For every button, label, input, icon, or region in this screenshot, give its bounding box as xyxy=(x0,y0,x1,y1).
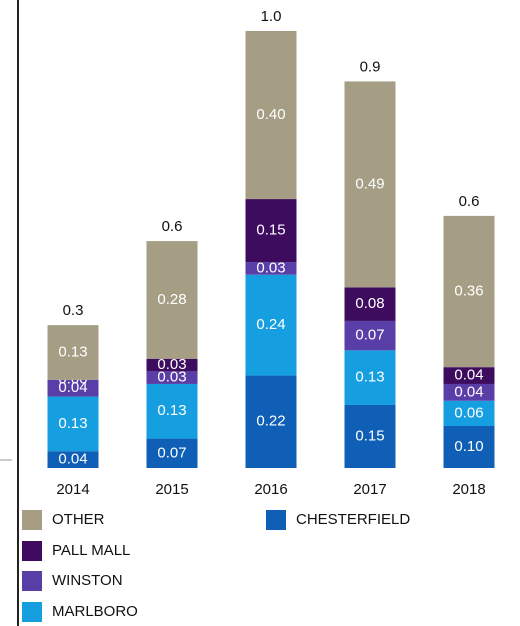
bar-segment xyxy=(344,81,396,288)
value-label: 0.28 xyxy=(157,291,186,308)
value-label: 0.07 xyxy=(157,444,186,461)
value-label: 0.13 xyxy=(355,369,384,386)
bar-segment xyxy=(245,199,297,263)
legend-label: PALL MALL xyxy=(52,542,130,559)
x-tick-label: 2018 xyxy=(452,481,485,498)
value-label: 0.03 xyxy=(157,356,186,373)
value-label: 0.04 xyxy=(58,451,87,468)
total-label: 0.6 xyxy=(459,193,480,210)
bar-segment xyxy=(47,451,99,468)
value-label: 0.13 xyxy=(58,415,87,432)
bar-segment xyxy=(344,287,396,321)
bar-segment xyxy=(245,375,297,468)
value-label: 0.04 xyxy=(454,383,483,400)
x-tick-label: 2017 xyxy=(353,481,386,498)
legend-swatch xyxy=(22,602,42,622)
bar-segment xyxy=(47,379,99,397)
bar-segment xyxy=(47,396,99,452)
value-label: 0.06 xyxy=(454,404,483,421)
x-tick-label: 2015 xyxy=(155,481,188,498)
legend-swatch xyxy=(22,510,42,530)
total-label: 0.6 xyxy=(162,218,183,235)
bar-segment xyxy=(245,262,297,275)
legend-swatch xyxy=(22,571,42,591)
value-label: 0.36 xyxy=(454,282,483,299)
x-tick-label: 2014 xyxy=(56,481,89,498)
total-label: 0.3 xyxy=(63,302,84,319)
x-tick-label: 2016 xyxy=(254,481,287,498)
bar-segment xyxy=(344,404,396,468)
bar-segment xyxy=(47,325,99,380)
legend-label: MARLBORO xyxy=(52,603,138,620)
value-label: 0.04 xyxy=(454,367,483,384)
value-label: 0.07 xyxy=(355,327,384,344)
bar-segment xyxy=(245,31,297,200)
value-label: 0.15 xyxy=(355,427,384,444)
bar-segment xyxy=(146,371,198,384)
value-label: 0.22 xyxy=(256,413,285,430)
value-label: 0.49 xyxy=(355,175,384,192)
value-label: 0.03 xyxy=(157,369,186,386)
value-label: 0.04 xyxy=(58,379,87,396)
bar-segment xyxy=(344,350,396,405)
total-label: 1.0 xyxy=(261,8,282,25)
bar-segment xyxy=(146,241,198,359)
bar-segment xyxy=(146,438,198,468)
bar-segment xyxy=(443,400,495,426)
total-label: 0.9 xyxy=(360,58,381,75)
value-label: 0.15 xyxy=(256,222,285,239)
legend-swatch xyxy=(22,541,42,561)
value-label: 0.10 xyxy=(454,438,483,455)
value-label: 0.03 xyxy=(256,259,285,276)
legend-label: OTHER xyxy=(52,511,105,528)
bar-segment xyxy=(443,425,495,468)
value-label: 0.13 xyxy=(157,402,186,419)
legend-label: CHESTERFIELD xyxy=(296,511,410,528)
bar-segment xyxy=(146,358,198,372)
bar-segment xyxy=(443,383,495,401)
value-label: 0.08 xyxy=(355,295,384,312)
bar-segment xyxy=(443,215,495,368)
legend-label: WINSTON xyxy=(52,572,123,589)
bar-segment xyxy=(146,383,198,439)
legend-swatch xyxy=(266,510,286,530)
bar-segment xyxy=(344,320,396,351)
value-label: 0.24 xyxy=(256,316,285,333)
value-label: 0.40 xyxy=(256,106,285,123)
bar-segment xyxy=(245,274,297,376)
value-label: 0.13 xyxy=(58,343,87,360)
bar-segment xyxy=(443,367,495,384)
